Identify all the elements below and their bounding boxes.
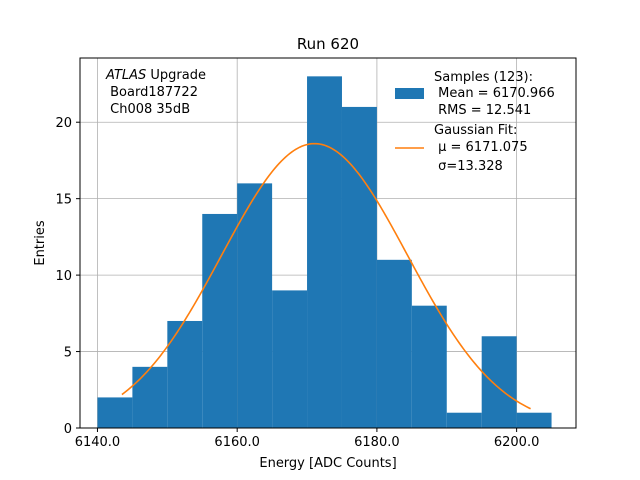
histogram-bar <box>411 305 447 428</box>
legend-hist-line-2: Mean = 6170.966 <box>434 86 555 101</box>
annotation-line-3: Ch008 35dB <box>106 102 190 117</box>
x-tick-label: 6180.0 <box>354 435 400 450</box>
y-tick-label: 5 <box>64 346 72 361</box>
x-tick-label: 6200.0 <box>494 435 540 450</box>
annotation-block: ATLAS Upgrade Board187722 Ch008 35dB <box>105 68 206 117</box>
annotation-italic-word: ATLAS <box>105 68 146 83</box>
legend-fit-line-1: Gaussian Fit: <box>434 123 517 138</box>
histogram-bar <box>446 412 482 428</box>
gaussian-fit-line <box>121 142 531 410</box>
x-tick-label: 6160.0 <box>214 435 260 450</box>
legend-hist-line-3: RMS = 12.541 <box>434 103 531 118</box>
histogram-bar <box>237 183 273 428</box>
y-axis-label: Entries <box>33 220 48 266</box>
legend-fit-line-3: σ=13.328 <box>434 159 503 174</box>
legend-fit-line-2: μ = 6171.075 <box>434 140 528 155</box>
legend-hist-line-1: Samples (123): <box>434 70 533 85</box>
histogram-bar <box>376 259 412 428</box>
plot-frame <box>79 57 577 429</box>
histogram-bar <box>167 320 203 428</box>
histogram-bars <box>97 76 552 428</box>
histogram-bar <box>516 412 552 428</box>
histogram-bar <box>97 397 133 428</box>
histogram-bar <box>202 213 238 428</box>
legend: Samples (123): Mean = 6170.966 RMS = 12.… <box>395 70 555 174</box>
chart-title: Run 620 <box>297 35 359 53</box>
y-tick-label: 0 <box>64 422 72 437</box>
histogram-bar <box>132 366 168 428</box>
histogram-bar <box>272 290 308 428</box>
x-tick-label: 6140.0 <box>75 435 121 450</box>
annotation-line-2: Board187722 <box>106 85 198 100</box>
legend-histogram-swatch <box>395 88 424 99</box>
y-tick-label: 20 <box>55 116 72 131</box>
y-tick-label: 15 <box>55 193 72 208</box>
axis-ticks: 6140.0 6160.0 6180.0 6200.0 0 5 10 15 20 <box>55 116 539 450</box>
annotation-line-1: ATLAS Upgrade <box>105 68 206 83</box>
x-axis-label: Energy [ADC Counts] <box>259 456 396 471</box>
annotation-rest: Upgrade <box>146 68 206 83</box>
y-tick-label: 10 <box>55 269 72 284</box>
histogram-bar <box>481 336 517 428</box>
gaussian-fit <box>121 142 531 410</box>
histogram-bar <box>307 76 342 428</box>
histogram-bar <box>341 106 377 428</box>
